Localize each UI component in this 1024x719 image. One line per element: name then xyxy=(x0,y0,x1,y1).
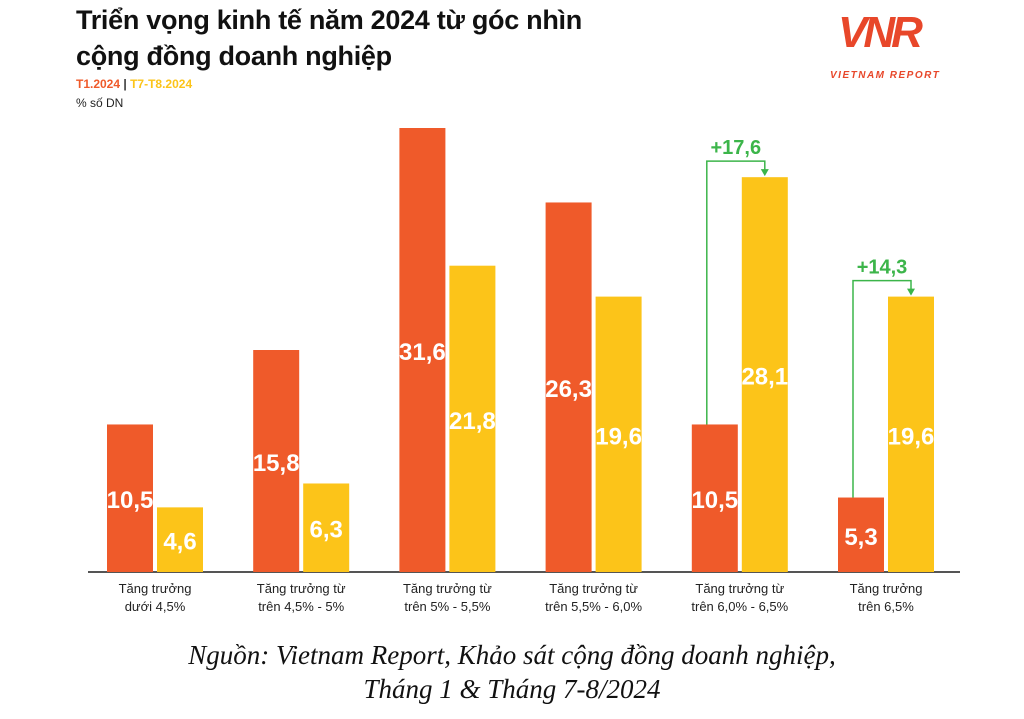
x-tick-label: trên 4,5% - 5% xyxy=(258,599,344,614)
x-tick-label: Tăng trưởng xyxy=(850,581,923,596)
bar-label: 5,3 xyxy=(844,524,877,551)
x-tick-label: Tăng trưởng từ xyxy=(549,581,638,596)
bar-t7-t8-4 xyxy=(741,177,788,572)
bar-t7-t8-5 xyxy=(888,296,934,572)
bar-t1-4 xyxy=(691,424,738,572)
bar-label: 10,5 xyxy=(691,487,738,514)
x-tick-label: Tăng trưởng từ xyxy=(403,581,492,596)
bar-t1-1 xyxy=(253,350,300,572)
logo-mark: VNR xyxy=(838,8,923,57)
x-tick-label: trên 5% - 5,5% xyxy=(404,599,490,614)
bar-chart: 10,5 4,6 Tăng trưởng dưới 4,5% 15,8 6,3 Tăng t… xyxy=(88,128,960,614)
chart-title: Triển vọng kinh tế năm 2024 từ góc nhìn c… xyxy=(76,2,582,74)
bar-label: 19,6 xyxy=(595,423,642,450)
x-tick-label: trên 5,5% - 6,0% xyxy=(545,599,642,614)
legend-series-1: T1.2024 xyxy=(76,77,121,91)
bar-t7-t8-0 xyxy=(157,507,203,572)
bar-label: 10,5 xyxy=(107,487,154,514)
bar-t7-t8-1 xyxy=(303,483,350,572)
bar-t1-2 xyxy=(399,128,446,572)
legend-series-2: T7-T8.2024 xyxy=(130,77,193,91)
vnr-logo: VNR VIETNAM REPORT xyxy=(830,8,965,83)
bar-label: 19,6 xyxy=(888,423,935,450)
x-tick-label: dưới 4,5% xyxy=(125,599,186,614)
bar-t1-0 xyxy=(107,424,153,572)
bar-label: 6,3 xyxy=(310,517,343,544)
bar-label: 21,8 xyxy=(449,408,496,435)
x-tick-label: trên 6,5% xyxy=(858,599,914,614)
title-line-2: cộng đồng doanh nghiệp xyxy=(76,41,392,71)
source-line-1: Nguồn: Vietnam Report, Khảo sát cộng đồn… xyxy=(188,640,836,670)
growth-arrow xyxy=(706,160,766,425)
arrow-head-icon xyxy=(760,169,769,177)
bar-t7-t8-2 xyxy=(449,265,496,572)
bar-label: 4,6 xyxy=(163,529,196,556)
legend: T1.2024 | T7-T8.2024 xyxy=(76,77,193,91)
source-line-2: Tháng 1 & Tháng 7-8/2024 xyxy=(363,674,661,704)
title-line-1: Triển vọng kinh tế năm 2024 từ góc nhìn xyxy=(76,5,582,35)
growth-annotation: +14,3 xyxy=(857,257,908,279)
bar-t1-3 xyxy=(545,202,592,572)
x-tick-label: Tăng trưởng từ xyxy=(695,581,784,596)
arrow-head-icon xyxy=(907,288,915,296)
growth-annotation: +17,6 xyxy=(710,137,761,159)
x-tick-label: Tăng trưởng từ xyxy=(257,581,346,596)
x-tick-label: trên 6,0% - 6,5% xyxy=(691,599,788,614)
growth-arrow xyxy=(852,279,912,498)
bar-label: 28,1 xyxy=(741,364,788,391)
bar-label: 31,6 xyxy=(399,339,446,366)
bar-label: 15,8 xyxy=(253,450,300,477)
bar-label: 26,3 xyxy=(545,376,592,403)
y-unit-label: % số DN xyxy=(76,96,124,110)
bar-t7-t8-3 xyxy=(595,296,642,572)
logo-subtitle: VIETNAM REPORT xyxy=(830,70,941,81)
bar-t1-5 xyxy=(838,497,884,572)
x-tick-label: Tăng trưởng xyxy=(119,581,192,596)
